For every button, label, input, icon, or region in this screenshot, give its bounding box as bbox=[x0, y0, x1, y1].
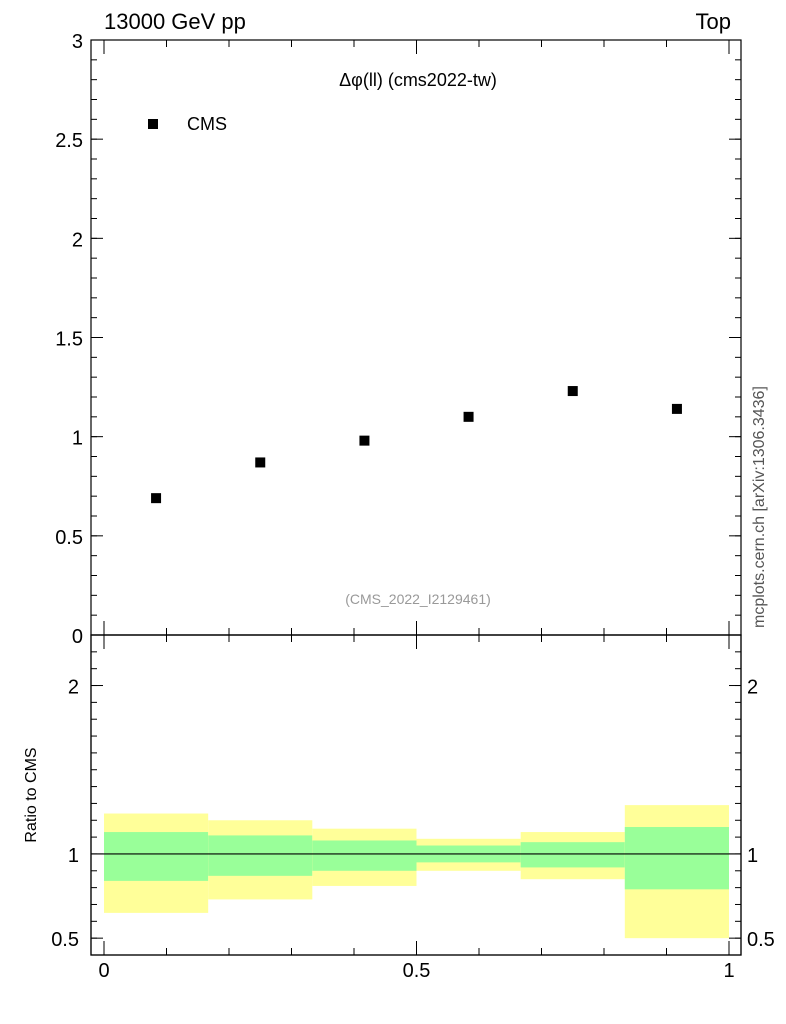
main-ytick-label: 1.5 bbox=[55, 329, 83, 351]
analysis-id-label: (CMS_2022_I2129461) bbox=[345, 591, 491, 607]
data-point-cms bbox=[255, 457, 266, 468]
main-ytick-label: 0.5 bbox=[55, 527, 83, 549]
ratio-ytick-label-right: 0.5 bbox=[747, 929, 775, 951]
ratio-inner-band bbox=[208, 835, 313, 876]
header-left-label: 13000 GeV pp bbox=[104, 9, 246, 34]
main-ytick-label: 2.5 bbox=[55, 130, 83, 152]
ratio-inner-band bbox=[624, 827, 729, 890]
legend-label-cms: CMS bbox=[187, 114, 227, 134]
ratio-ytick-label-left: 1 bbox=[68, 845, 79, 867]
main-ytick-label: 3 bbox=[72, 31, 83, 53]
ratio-ytick-label-left: 0.5 bbox=[51, 929, 79, 951]
ratio-xtick-label: 1 bbox=[723, 960, 734, 982]
ratio-inner-band bbox=[104, 832, 209, 881]
ratio-ylabel: Ratio to CMS bbox=[23, 747, 40, 842]
ratio-ytick-label-right: 2 bbox=[747, 677, 758, 699]
data-point-cms bbox=[151, 493, 162, 504]
ratio-ytick-label-right: 1 bbox=[747, 845, 758, 867]
ratio-xtick-label: 0 bbox=[98, 960, 109, 982]
data-point-cms bbox=[463, 411, 474, 422]
ratio-xtick-label: 0.5 bbox=[403, 960, 431, 982]
main-ytick-label: 0 bbox=[72, 626, 83, 648]
side-watermark-label: mcplots.cern.ch [arXiv:1306.3436] bbox=[751, 386, 768, 628]
legend-marker bbox=[148, 119, 158, 129]
main-ytick-label: 1 bbox=[72, 428, 83, 450]
ratio-inner-band bbox=[312, 840, 417, 871]
data-point-cms bbox=[359, 435, 370, 446]
main-panel: 0 0.5 1 1.5 2 2.5 3 bbox=[55, 31, 742, 648]
data-point-cms bbox=[567, 386, 578, 397]
header-right-label: Top bbox=[696, 9, 731, 34]
ratio-inner-band bbox=[520, 842, 625, 868]
ratio-ytick-label-left: 2 bbox=[68, 677, 79, 699]
chart-title: Δφ(ll) (cms2022-tw) bbox=[339, 70, 497, 90]
main-ytick-label: 2 bbox=[72, 229, 83, 251]
data-point-cms bbox=[671, 403, 682, 414]
ratio-panel: 0.5 0.5 1 1 2 2 0 0.5 1 bbox=[51, 634, 775, 982]
